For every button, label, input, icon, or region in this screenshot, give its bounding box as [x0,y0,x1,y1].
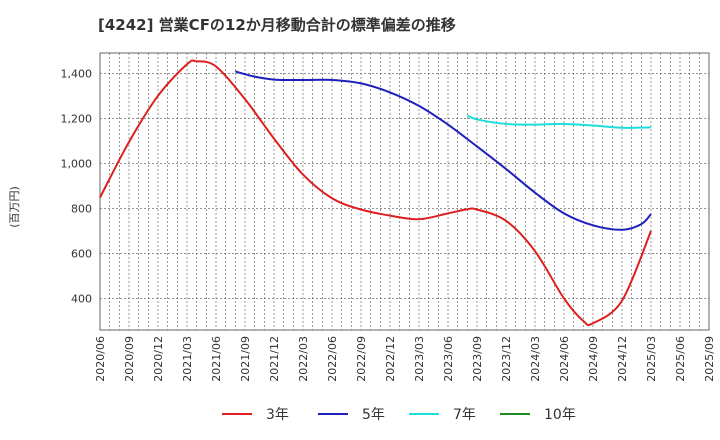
x-tick-label: 2023/12 [500,336,513,382]
x-tick-label: 2021/12 [268,336,281,382]
plot-area [99,52,710,331]
x-tick-label: 2021/03 [181,336,194,382]
series-line-2 [235,70,652,231]
y-axis-label: (百万円) [8,186,21,228]
legend-label: 5年 [362,407,385,423]
y-tick-label: 1,400 [61,67,93,80]
series-line-3 [466,114,652,129]
x-tick-label: 2024/12 [616,336,629,382]
x-tick-label: 2023/09 [471,336,484,382]
legend-label: 7年 [453,407,476,423]
x-tick-label: 2020/12 [152,336,165,382]
y-tick-label: 800 [71,202,92,215]
series-lines [99,59,652,327]
chart-title: [4242] 営業CFの12か月移動合計の標準偏差の推移 [98,16,456,34]
x-tick-label: 2025/06 [674,336,687,382]
x-tick-label: 2021/09 [239,336,252,382]
x-tick-label: 2024/09 [587,336,600,382]
x-tick-label: 2022/06 [326,336,339,382]
x-tick-label: 2025/03 [645,336,658,382]
y-tick-label: 1,200 [61,112,93,125]
y-axis: 400 600 800 1,000 1,200 1,400 [61,67,93,305]
x-tick-label: 2023/06 [442,336,455,382]
x-tick-label: 2020/09 [123,336,136,382]
x-tick-label: 2025/09 [703,336,716,382]
x-tick-label: 2023/03 [413,336,426,382]
x-tick-label: 2022/09 [355,336,368,382]
y-tick-label: 600 [71,247,92,260]
legend-label: 10年 [544,407,576,423]
x-tick-label: 2024/03 [529,336,542,382]
x-axis: 2020/06 2020/09 2020/12 2021/03 2021/06 2021/… [94,336,716,382]
x-tick-label: 2021/06 [210,336,223,382]
legend-label: 3年 [266,407,289,423]
grid-lines [100,53,709,330]
x-tick-label: 2022/12 [384,336,397,382]
x-tick-label: 2020/06 [94,336,107,382]
x-tick-label: 2024/06 [558,336,571,382]
y-tick-label: 1,000 [61,157,93,170]
series-line-1 [99,59,652,327]
y-tick-label: 400 [71,292,92,305]
x-tick-label: 2022/03 [297,336,310,382]
legend: 3年 5年 7年 10年 [222,407,576,423]
